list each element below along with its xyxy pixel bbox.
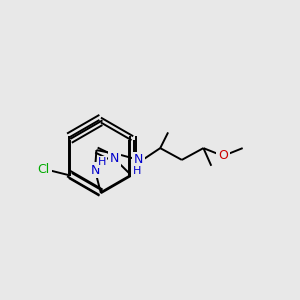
Text: N: N [90, 164, 100, 177]
Text: H: H [133, 166, 141, 176]
Text: Cl: Cl [38, 163, 50, 176]
Text: O: O [218, 149, 228, 163]
Text: N: N [110, 152, 119, 165]
Text: H: H [98, 157, 106, 167]
Text: N: N [134, 153, 143, 167]
